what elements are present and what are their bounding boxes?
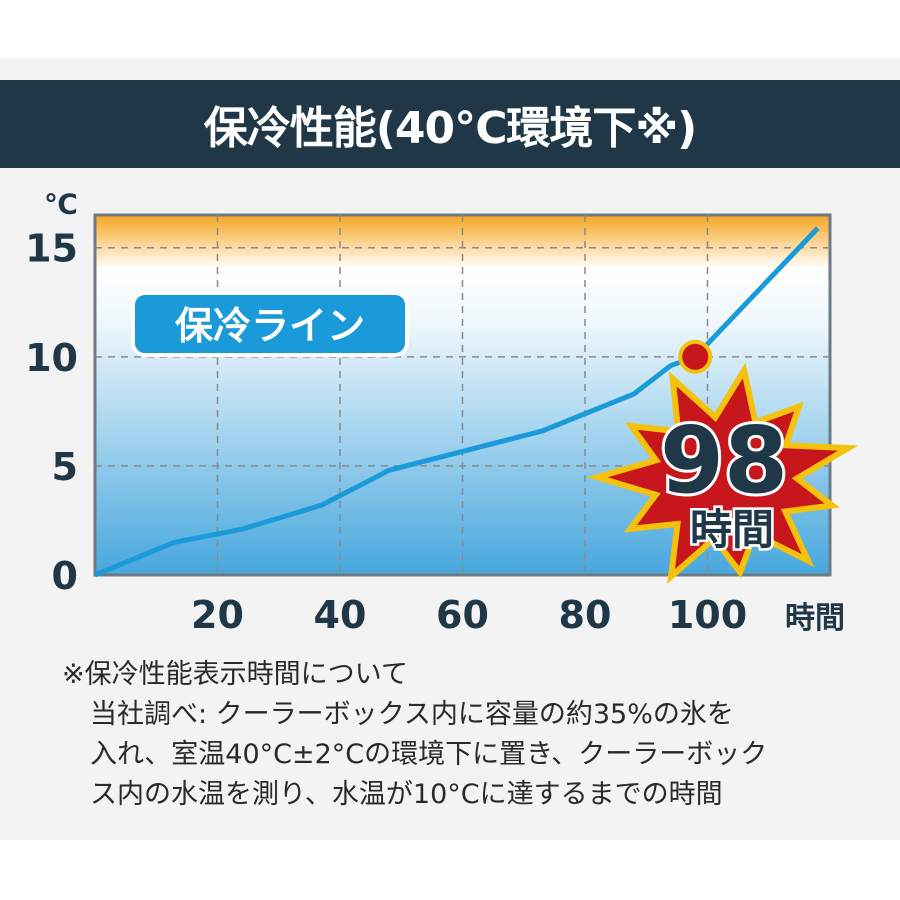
x-tick-label: 80	[559, 593, 612, 637]
x-axis-unit: 時間	[785, 601, 845, 636]
footnote-line: 入れ、室温40°C±2°Cの環境下に置き、クーラーボック	[90, 739, 768, 770]
highlight-marker	[678, 339, 713, 374]
y-tick-label: 5	[52, 445, 78, 489]
footnote-heading: ※保冷性能表示時間について	[62, 659, 408, 690]
highlight-value: 98	[660, 407, 788, 514]
chart-title: 保冷性能(40℃環境下※)	[203, 103, 698, 154]
footnote-line: ス内の水温を測り、水温が10°Cに達するまでの時間	[90, 779, 723, 810]
x-tick-label: 40	[314, 593, 367, 637]
annotation-label: 保冷ライン	[175, 304, 365, 348]
x-tick-label: 100	[668, 593, 747, 637]
y-tick-label: 15	[25, 227, 78, 271]
bottom-band	[0, 840, 900, 900]
y-tick-label: 0	[52, 554, 78, 598]
top-band	[0, 0, 900, 58]
x-tick-label: 60	[436, 593, 489, 637]
footnote-line: 当社調べ: クーラーボックス内に容量の約35%の氷を	[90, 699, 734, 730]
title-bar: 保冷性能(40℃環境下※)	[0, 80, 900, 168]
starburst	[586, 362, 859, 585]
annotation-badge: 保冷ライン	[131, 291, 409, 357]
footnote: ※保冷性能表示時間について 当社調べ: クーラーボックス内に容量の約35%の氷を…	[62, 655, 767, 815]
highlight-unit: 時間	[690, 505, 774, 554]
x-tick-label: 20	[191, 593, 244, 637]
y-tick-label: 10	[25, 336, 78, 380]
y-axis-unit: ℃	[44, 188, 78, 221]
